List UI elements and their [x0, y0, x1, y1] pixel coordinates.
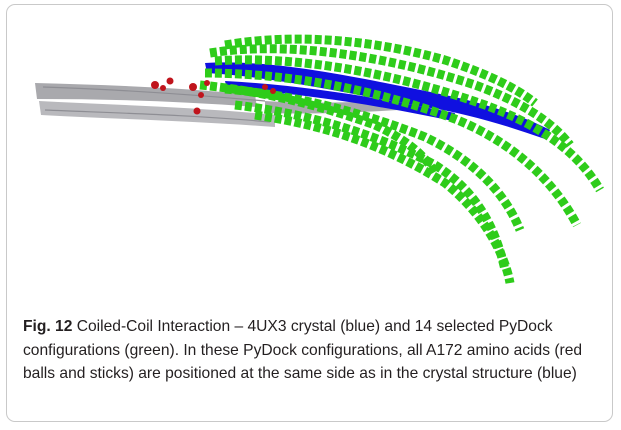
figure-caption-text: Coiled-Coil Interaction – 4UX3 crystal (…	[23, 318, 583, 382]
figure-frame: Fig. 12 Coiled-Coil Interaction – 4UX3 c…	[6, 4, 613, 422]
red-residues	[151, 77, 276, 115]
figure-label: Fig. 12	[23, 318, 73, 335]
figure-caption: Fig. 12 Coiled-Coil Interaction – 4UX3 c…	[23, 315, 613, 386]
green-helices	[199, 34, 604, 284]
protein-structure-image	[35, 34, 604, 284]
